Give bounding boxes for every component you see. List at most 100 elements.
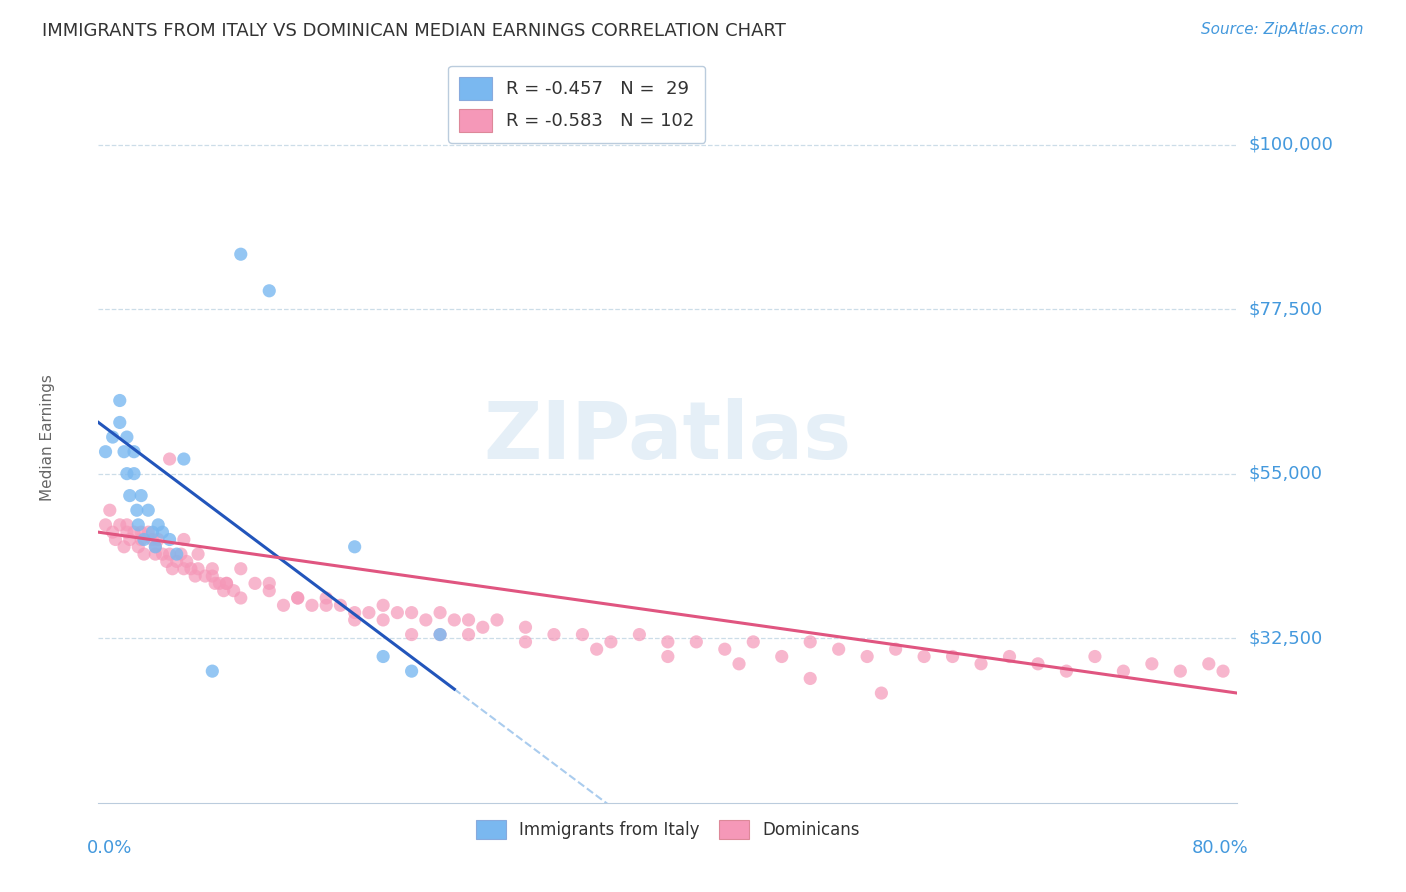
Point xyxy=(229,562,252,576)
Point xyxy=(799,672,821,686)
Point xyxy=(159,452,181,467)
Point xyxy=(212,583,235,598)
Point xyxy=(148,517,170,532)
Text: 0.0%: 0.0% xyxy=(87,839,132,857)
Point xyxy=(429,627,451,641)
Point xyxy=(543,627,565,641)
Point xyxy=(170,547,193,561)
Point xyxy=(884,642,907,657)
Point xyxy=(329,599,352,613)
Point xyxy=(387,606,409,620)
Point xyxy=(176,554,198,568)
Point xyxy=(145,547,167,561)
Point xyxy=(215,576,238,591)
Point xyxy=(1056,664,1078,678)
Point xyxy=(315,591,337,605)
Point xyxy=(136,525,159,540)
Point xyxy=(728,657,751,671)
Point xyxy=(129,489,152,503)
Point xyxy=(1198,657,1220,671)
Point xyxy=(162,562,184,576)
Point xyxy=(742,635,765,649)
Point xyxy=(201,562,224,576)
Point xyxy=(1140,657,1163,671)
Point xyxy=(112,444,135,458)
Text: Source: ZipAtlas.com: Source: ZipAtlas.com xyxy=(1201,22,1364,37)
Point xyxy=(148,533,170,547)
Point xyxy=(127,540,149,554)
Point xyxy=(180,562,202,576)
Point xyxy=(173,533,195,547)
Point xyxy=(600,635,623,649)
Text: 80.0%: 80.0% xyxy=(1192,839,1249,857)
Point xyxy=(204,576,226,591)
Point xyxy=(173,562,195,576)
Point xyxy=(108,416,131,430)
Point xyxy=(201,569,224,583)
Point xyxy=(315,599,337,613)
Point xyxy=(486,613,509,627)
Point xyxy=(259,576,281,591)
Text: $55,000: $55,000 xyxy=(1249,465,1323,483)
Point xyxy=(401,606,423,620)
Point xyxy=(201,664,224,678)
Point xyxy=(129,525,152,540)
Point xyxy=(273,599,295,613)
Point xyxy=(222,583,245,598)
Point xyxy=(373,613,395,627)
Point xyxy=(187,562,209,576)
Point xyxy=(870,686,893,700)
Point xyxy=(141,525,163,540)
Point xyxy=(152,547,174,561)
Text: Median Earnings: Median Earnings xyxy=(39,374,55,500)
Point xyxy=(208,576,231,591)
Point xyxy=(115,517,138,532)
Point xyxy=(571,627,593,641)
Point xyxy=(515,620,537,634)
Point xyxy=(122,525,145,540)
Text: $32,500: $32,500 xyxy=(1249,629,1323,648)
Point xyxy=(156,554,179,568)
Point xyxy=(429,606,451,620)
Point xyxy=(685,635,707,649)
Point xyxy=(912,649,935,664)
Text: IMMIGRANTS FROM ITALY VS DOMINICAN MEDIAN EARNINGS CORRELATION CHART: IMMIGRANTS FROM ITALY VS DOMINICAN MEDIA… xyxy=(42,22,786,40)
Point xyxy=(136,503,159,517)
Point xyxy=(101,525,124,540)
Point xyxy=(118,533,141,547)
Point xyxy=(194,569,217,583)
Point xyxy=(127,517,149,532)
Point xyxy=(471,620,494,634)
Point xyxy=(287,591,309,605)
Point xyxy=(343,613,366,627)
Point xyxy=(166,547,188,561)
Point xyxy=(1212,664,1234,678)
Point xyxy=(132,533,155,547)
Point xyxy=(628,627,651,641)
Point xyxy=(118,489,141,503)
Point xyxy=(108,393,131,408)
Point xyxy=(187,547,209,561)
Point xyxy=(215,576,238,591)
Point xyxy=(1084,649,1107,664)
Point xyxy=(259,284,281,298)
Point xyxy=(104,533,127,547)
Text: $100,000: $100,000 xyxy=(1249,136,1333,153)
Point xyxy=(799,635,821,649)
Point xyxy=(229,591,252,605)
Point xyxy=(152,525,174,540)
Point xyxy=(122,444,145,458)
Point xyxy=(1026,657,1049,671)
Point xyxy=(1112,664,1135,678)
Point xyxy=(343,606,366,620)
Point xyxy=(108,517,131,532)
Point xyxy=(415,613,437,627)
Point xyxy=(301,599,323,613)
Point xyxy=(259,583,281,598)
Point xyxy=(122,467,145,481)
Point xyxy=(373,599,395,613)
Point xyxy=(112,540,135,554)
Point xyxy=(657,649,679,664)
Point xyxy=(145,540,167,554)
Point xyxy=(515,635,537,649)
